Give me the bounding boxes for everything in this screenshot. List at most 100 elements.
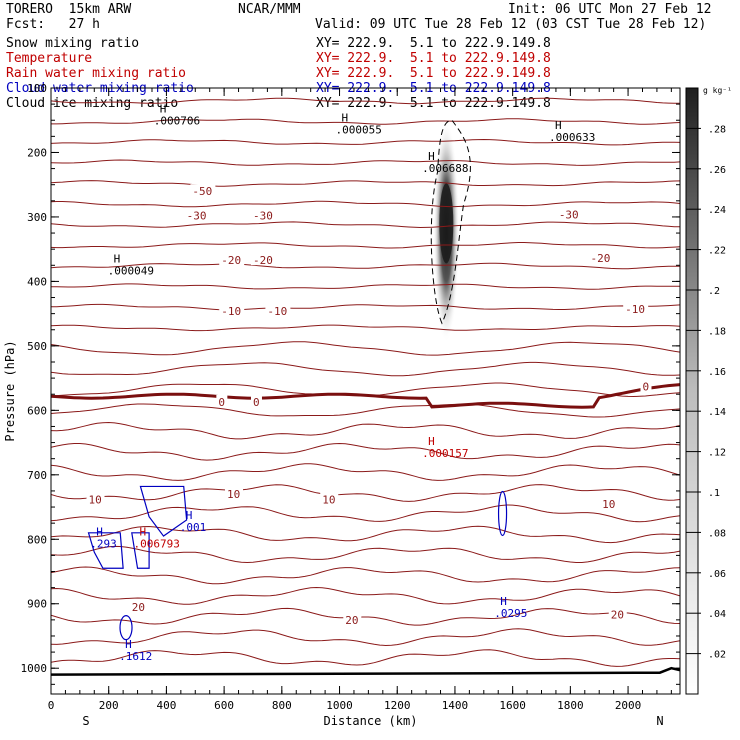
isotherm-label-bg	[640, 379, 652, 392]
field-xy-temperature: XY= 222.9. 5.1 to 222.9.149.8	[316, 51, 551, 66]
isotherm-label-bg	[623, 302, 649, 315]
max-marker-h: H	[96, 525, 103, 538]
colorbar-tick-label: .04	[708, 609, 726, 620]
isotherm-label: -50	[192, 185, 212, 198]
max-marker-value: .000055	[336, 123, 382, 136]
snow-core-shading	[439, 183, 454, 264]
isotherm-line	[51, 361, 680, 377]
max-marker-value: .006793	[134, 537, 180, 550]
x-tick-label: 1600	[499, 699, 526, 712]
isotherm-label-bg	[608, 607, 627, 620]
y-tick-label: 900	[27, 598, 47, 611]
x-tick-label: 1400	[442, 699, 469, 712]
colorbar-tick-label: .26	[708, 165, 726, 176]
forecast-hour: Fcst: 27 h	[6, 17, 100, 32]
isotherm-label: 0	[218, 396, 225, 409]
isotherm-line	[51, 138, 680, 146]
isotherm-line	[51, 221, 680, 229]
max-marker-h: H	[428, 435, 435, 448]
isotherm-label: 10	[227, 488, 240, 501]
x-tick-label: 200	[99, 699, 119, 712]
isotherm-label-bg	[225, 487, 244, 500]
valid-time: Valid: 09 UTC Tue 28 Feb 12 (03 CST Tue …	[315, 17, 707, 32]
south-label: S	[82, 714, 89, 728]
isotherm-line	[51, 262, 680, 270]
max-marker-h: H	[555, 119, 562, 132]
colorbar-tick-label: .18	[708, 326, 726, 337]
isotherm-line	[51, 463, 680, 481]
cloud-water-contour	[139, 485, 188, 537]
colorbar-tick-label: .22	[708, 246, 726, 257]
colorbar-tick-label: .08	[708, 528, 726, 539]
colorbar-tick-label: .06	[708, 569, 726, 580]
max-marker-h: H	[342, 111, 349, 124]
isotherm-line	[51, 545, 680, 564]
isotherm-label-bg	[250, 208, 276, 221]
field-xy-rain: XY= 222.9. 5.1 to 222.9.149.8	[316, 66, 551, 81]
isotherm-label-bg	[219, 304, 245, 317]
max-marker-value: .001	[180, 521, 207, 534]
colorbar-tick-label: .2	[708, 286, 720, 297]
max-marker-value: .000633	[549, 131, 595, 144]
y-tick-label: 700	[27, 469, 47, 482]
field-label-rain: Rain water mixing ratio	[6, 66, 187, 81]
field-xy-snow: XY= 222.9. 5.1 to 222.9.149.8	[316, 36, 551, 51]
colorbar-tick-label: .24	[708, 205, 726, 216]
max-marker-h: H	[500, 595, 507, 608]
colorbar-tick-label: .12	[708, 448, 726, 459]
isotherm-line	[51, 303, 680, 311]
cloud-water-contour	[87, 532, 124, 569]
max-marker-value: .0295	[494, 607, 527, 620]
y-tick-label: 500	[27, 340, 47, 353]
y-tick-label: 1000	[21, 662, 48, 675]
isotherm-label-bg	[219, 253, 245, 266]
max-marker-h: H	[160, 102, 167, 115]
isotherm-label: 20	[132, 601, 145, 614]
isotherm-label: 20	[611, 609, 624, 622]
isotherm-label-bg	[556, 207, 582, 220]
isotherm-label: -10	[267, 305, 287, 318]
cloud-water-contour	[497, 490, 508, 537]
max-marker-h: H	[125, 638, 132, 651]
y-tick-label: 800	[27, 533, 47, 546]
isotherm-line	[51, 525, 680, 544]
x-tick-label: 0	[48, 699, 55, 712]
field-label-cloud-ice: Cloud ice mixing ratio	[6, 96, 179, 111]
isotherm-line	[51, 200, 680, 208]
colorbar-tick-label: .16	[708, 367, 726, 378]
max-marker-h: H	[140, 525, 147, 538]
isotherm-line	[51, 118, 680, 125]
isotherm-line	[51, 242, 680, 249]
x-tick-label: 1000	[326, 699, 353, 712]
init-time: Init: 06 UTC Mon 27 Feb 12	[508, 2, 712, 17]
isotherm-label: -30	[187, 210, 207, 223]
isotherm-line	[51, 421, 680, 440]
y-axis-label: Pressure (hPa)	[3, 340, 17, 441]
isotherm-label: -10	[625, 303, 645, 316]
isotherm-label: 0	[642, 380, 649, 393]
y-tick-label: 600	[27, 404, 47, 417]
isotherm-label-bg	[129, 599, 148, 612]
max-marker-value: .1612	[119, 650, 152, 663]
surface-line	[51, 666, 680, 676]
max-marker-h: H	[428, 150, 435, 163]
zero-isotherm-line	[51, 383, 680, 409]
isotherm-label: 10	[602, 498, 615, 511]
isotherm-line	[51, 566, 680, 585]
field-label-temperature: Temperature	[6, 51, 93, 66]
colorbar-tick-label: .1	[708, 488, 720, 499]
max-marker-value: .293	[90, 537, 117, 550]
isotherm-label: 20	[345, 614, 358, 627]
max-marker-value: .000706	[154, 114, 200, 127]
isotherm-label: -30	[559, 208, 579, 221]
isotherm-label-bg	[86, 492, 105, 505]
isotherm-label: 0	[253, 396, 260, 409]
isotherm-label: -10	[221, 305, 241, 318]
x-tick-label: 400	[156, 699, 176, 712]
colorbar-tick-label: .02	[708, 650, 726, 661]
org-label: NCAR/MMM	[238, 2, 301, 17]
colorbar-tick-label: .14	[708, 407, 726, 418]
y-tick-label: 200	[27, 146, 47, 159]
isotherm-label: 10	[89, 493, 102, 506]
y-tick-label: 400	[27, 275, 47, 288]
